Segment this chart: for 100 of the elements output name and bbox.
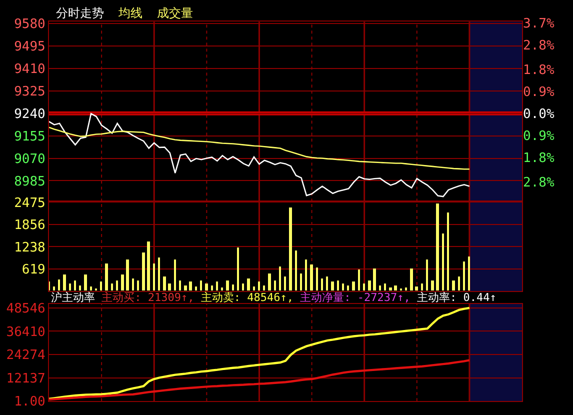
y2-tick-label: 3.7%: [523, 16, 554, 32]
bar: [394, 286, 397, 291]
text: 分时走势: [56, 6, 104, 20]
bar: [463, 262, 465, 291]
bar: [90, 286, 92, 291]
y-tick-label: 619: [22, 262, 46, 278]
bar: [358, 270, 360, 291]
y-tick-label: 1238: [14, 240, 46, 256]
bar: [363, 284, 365, 291]
bar: [100, 282, 102, 291]
bar: [321, 278, 323, 291]
y2-tick-label: 1.8%: [523, 150, 554, 166]
bar: [268, 274, 271, 291]
bar: [247, 278, 250, 291]
bar: [221, 288, 223, 291]
bar: [158, 258, 160, 291]
bar: [426, 260, 428, 291]
line-series: [49, 306, 471, 400]
bar: [253, 286, 255, 291]
bar: [326, 276, 328, 291]
bar: [79, 286, 81, 291]
bar: [116, 280, 118, 291]
bar: [200, 280, 202, 291]
y-tick-label: 8985: [14, 174, 46, 190]
bar: [63, 274, 66, 291]
bar: [295, 250, 297, 291]
bar: [147, 242, 150, 291]
bar: [184, 286, 187, 291]
bar: [232, 284, 234, 291]
line-series: [49, 112, 470, 198]
bar: [242, 284, 244, 291]
bar: [447, 212, 449, 291]
bar: [58, 280, 60, 291]
bar: [279, 266, 281, 291]
bar: [458, 276, 460, 291]
bar: [211, 286, 213, 291]
bar: [468, 256, 470, 291]
bar: [352, 282, 355, 291]
bar: [316, 268, 318, 291]
bar: [284, 276, 286, 291]
line-series: [49, 359, 471, 401]
bar: [226, 280, 229, 291]
y-tick-label: 9410: [14, 62, 46, 78]
bar: [53, 286, 55, 291]
y-tick-label: 24274: [6, 348, 46, 364]
bar: [415, 286, 418, 291]
bar: [121, 274, 124, 291]
bar: [410, 268, 413, 291]
bar: [431, 280, 434, 291]
y-tick-label: 9325: [14, 84, 46, 100]
bar: [189, 282, 192, 291]
bar: [216, 282, 218, 291]
y2-tick-label: 0.0%: [523, 107, 554, 122]
line-series: [49, 126, 470, 170]
bar: [137, 280, 139, 291]
bar: [84, 274, 87, 291]
bar: [442, 234, 444, 291]
chart-title: 沪主动率: [51, 291, 95, 304]
bar: [163, 276, 166, 291]
y-tick-label: 9495: [14, 40, 46, 55]
bar: [142, 252, 145, 291]
text: 均线: [117, 6, 142, 20]
text: 成交量: [156, 6, 193, 20]
y-tick-label: 1856: [14, 218, 46, 234]
bar: [126, 260, 129, 291]
bar: [452, 280, 455, 291]
annotation: 主动卖: 48546↑,: [200, 291, 294, 304]
bar: [436, 204, 439, 291]
bar: [132, 278, 134, 291]
bar: [289, 208, 292, 291]
bar: [379, 286, 381, 291]
y2-tick-label: 1.8%: [523, 63, 554, 78]
bar: [368, 280, 371, 291]
y-tick-label: 9155: [14, 129, 46, 144]
bar: [274, 280, 276, 291]
y-tick-label: 9240: [14, 106, 46, 122]
bar: [263, 286, 265, 291]
y2-tick-label: 0.9%: [523, 128, 554, 144]
y-tick-label: 2475: [14, 196, 46, 212]
bar: [405, 288, 407, 291]
annotation: 主动净量: -27237↑,: [300, 291, 410, 304]
bar: [69, 284, 71, 291]
y2-tick-label: 2.8%: [523, 175, 554, 190]
y-tick-label: 36410: [6, 324, 46, 340]
annotation: 主动买: 21309↑,: [102, 291, 194, 304]
bar: [105, 264, 108, 291]
bar: [337, 280, 339, 291]
bar: [168, 284, 171, 291]
bar: [310, 264, 313, 291]
bar: [300, 274, 302, 291]
bar: [179, 280, 181, 291]
y2-tick-label: 0.9%: [523, 85, 554, 100]
annotation: 主动率: 0.44↑: [416, 291, 496, 304]
bar: [347, 286, 349, 291]
bar: [258, 282, 260, 291]
bar: [421, 284, 423, 291]
y-tick-label: 48546: [6, 302, 46, 317]
bar: [111, 284, 113, 291]
y-tick-label: 12137: [6, 371, 46, 386]
bar: [174, 260, 176, 291]
